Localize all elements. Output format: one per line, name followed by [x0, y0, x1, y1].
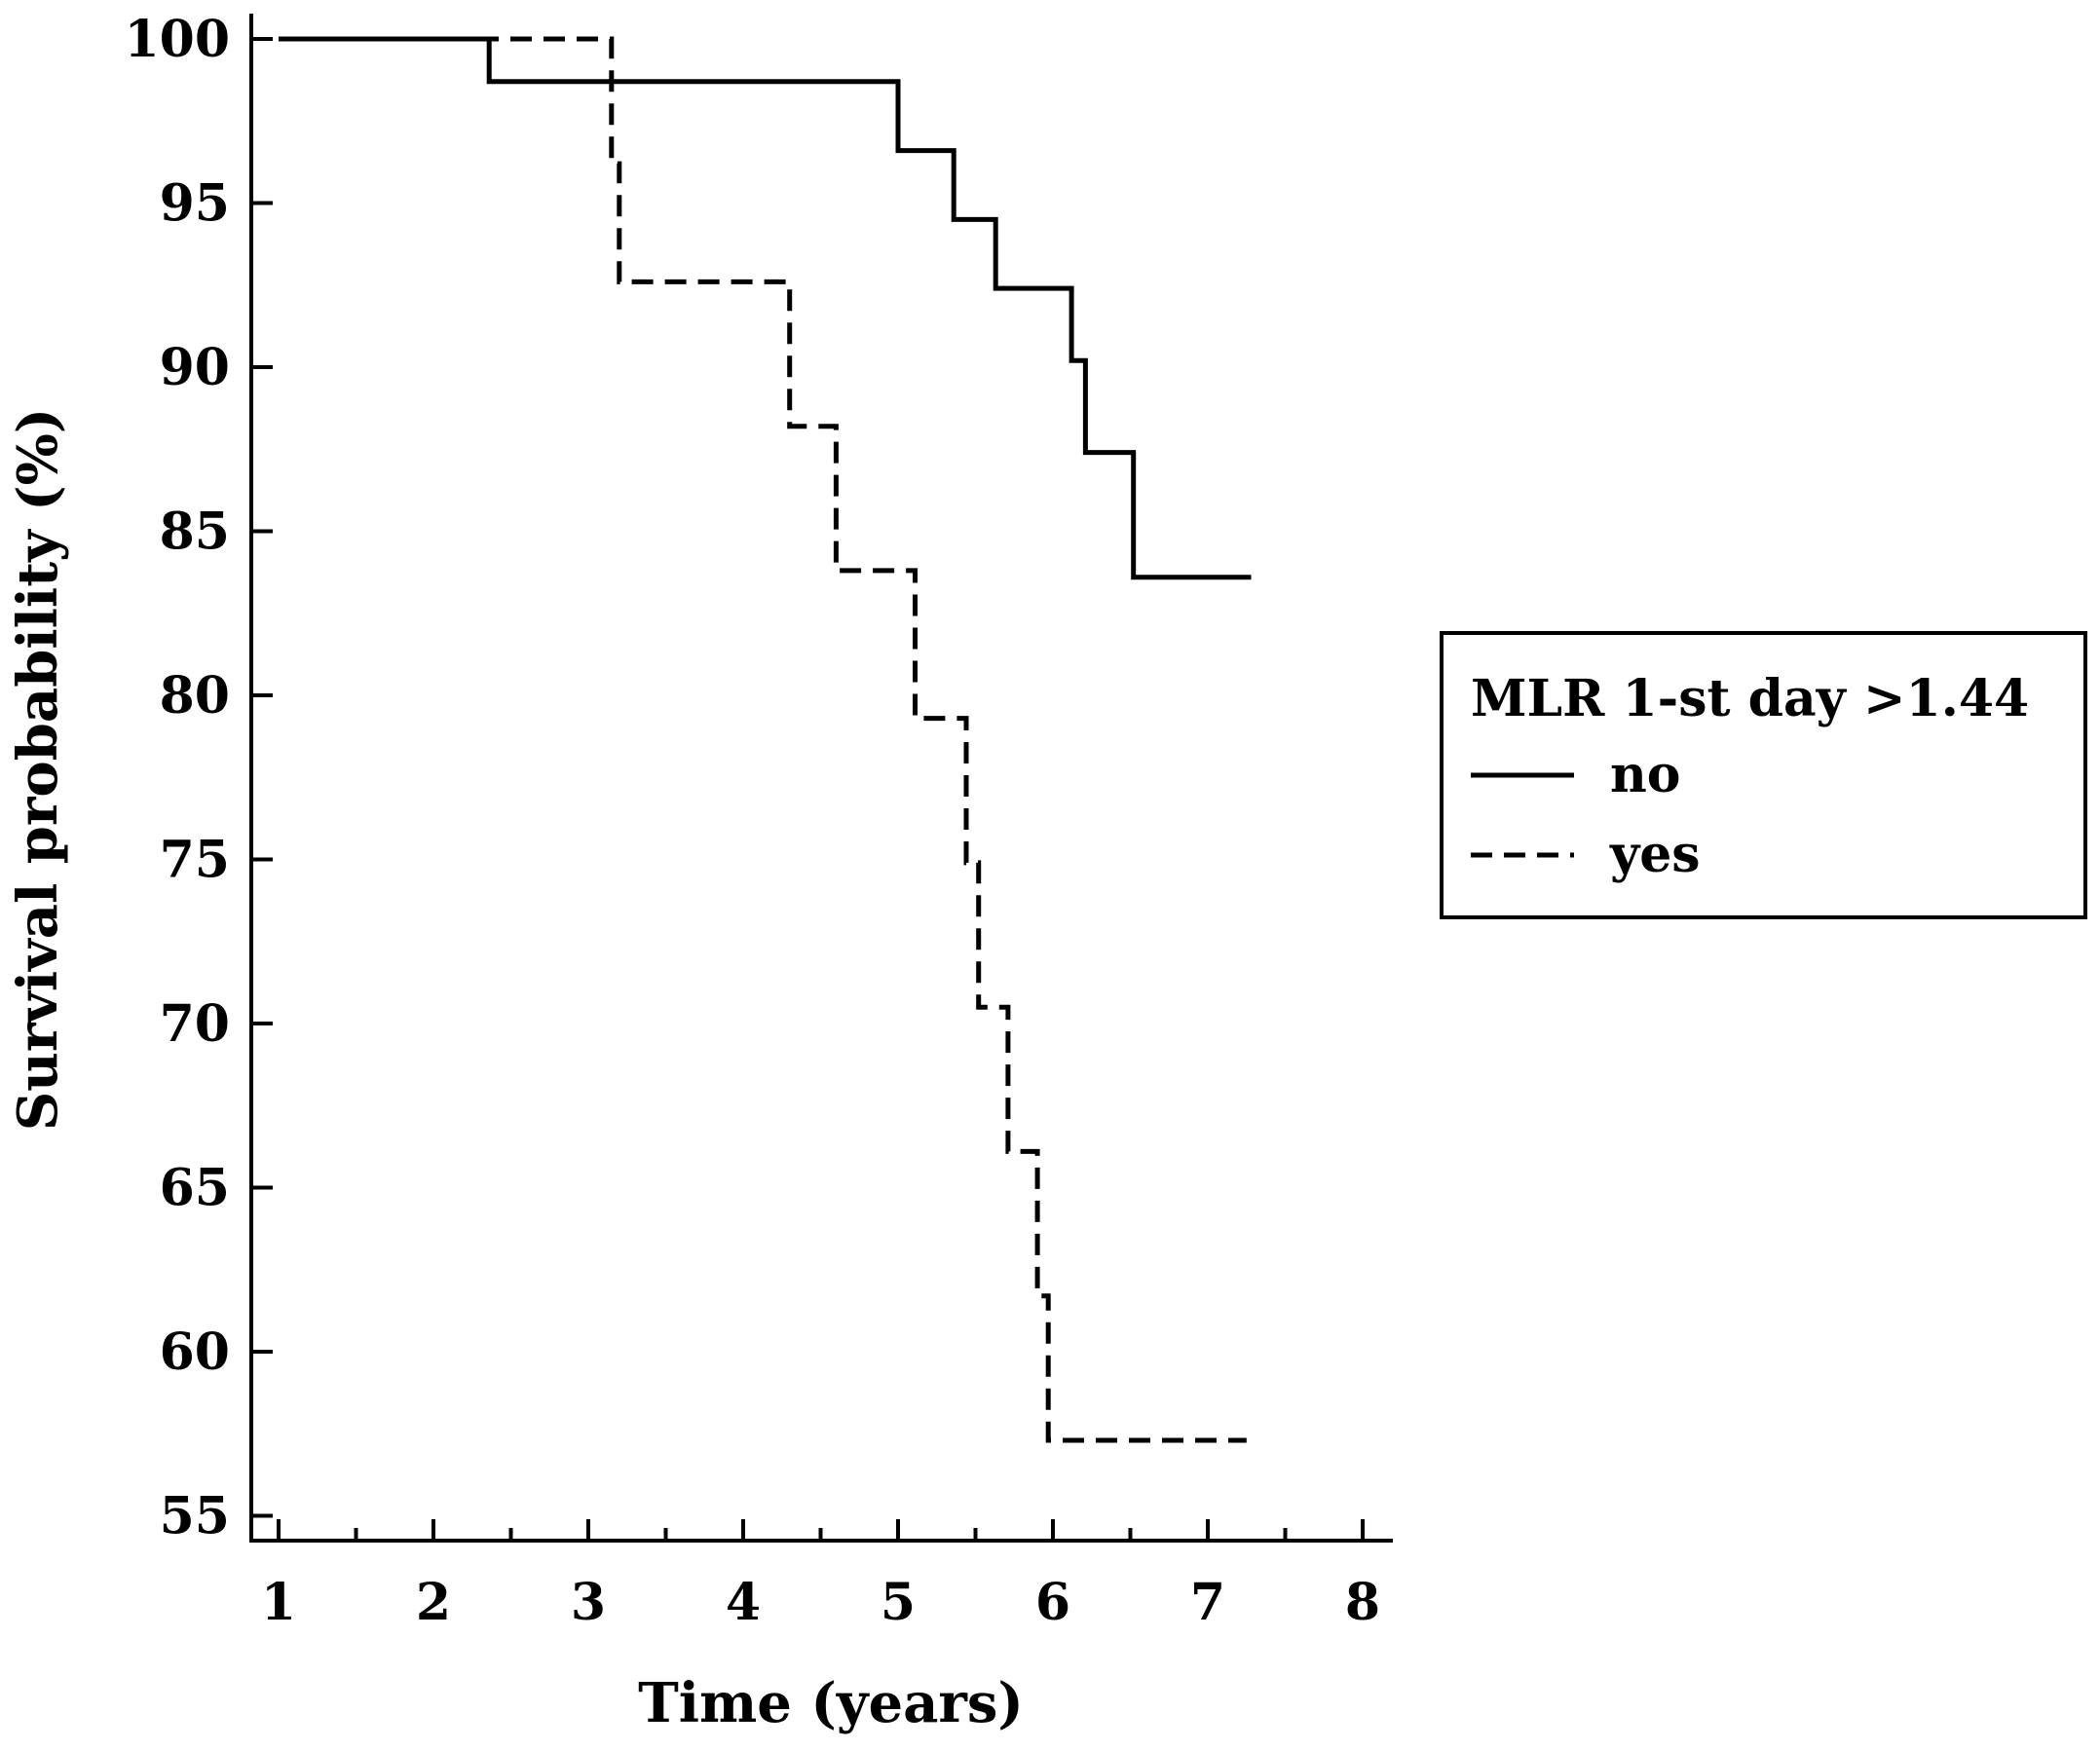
- y-tick-label: 55: [160, 1487, 230, 1546]
- series-line-no: [279, 36, 1252, 580]
- y-tick-label: 80: [160, 666, 230, 726]
- legend: MLR 1-st day >1.44 no yes: [1440, 631, 2087, 919]
- series-layer: [279, 36, 1252, 1443]
- legend-title: MLR 1-st day >1.44: [1471, 669, 2029, 728]
- x-tick-label: 5: [881, 1573, 916, 1632]
- legend-label-no: no: [1610, 745, 1681, 804]
- y-tick-label: 95: [160, 174, 230, 234]
- x-tick-label: 6: [1035, 1573, 1070, 1632]
- x-tick-label: 8: [1345, 1573, 1380, 1632]
- plot-axes: [249, 14, 1393, 1543]
- y-tick-label: 65: [160, 1159, 230, 1218]
- x-axis-title: Time (years): [638, 1671, 1024, 1735]
- x-tick-label: 1: [261, 1573, 296, 1632]
- y-tick-label: 85: [160, 503, 230, 562]
- x-tick-label: 3: [571, 1573, 606, 1632]
- y-tick-label: 90: [160, 338, 230, 397]
- y-tick-label: 70: [160, 994, 230, 1054]
- x-ticks: 1 2 3 4 5 6 7 8: [261, 1519, 1380, 1632]
- y-ticks: 55 60 65 70 75 80 85 90 95 100: [124, 10, 273, 1546]
- series-line-yes: [279, 36, 1247, 1443]
- legend-label-yes: yes: [1609, 825, 1701, 884]
- x-tick-label: 4: [726, 1573, 761, 1632]
- x-tick-label: 2: [416, 1573, 451, 1632]
- y-tick-label: 60: [160, 1322, 230, 1382]
- y-tick-label: 75: [160, 831, 230, 890]
- y-axis-title: Survival probability (%): [6, 408, 70, 1132]
- x-tick-label: 7: [1190, 1573, 1225, 1632]
- y-tick-label: 100: [124, 10, 230, 69]
